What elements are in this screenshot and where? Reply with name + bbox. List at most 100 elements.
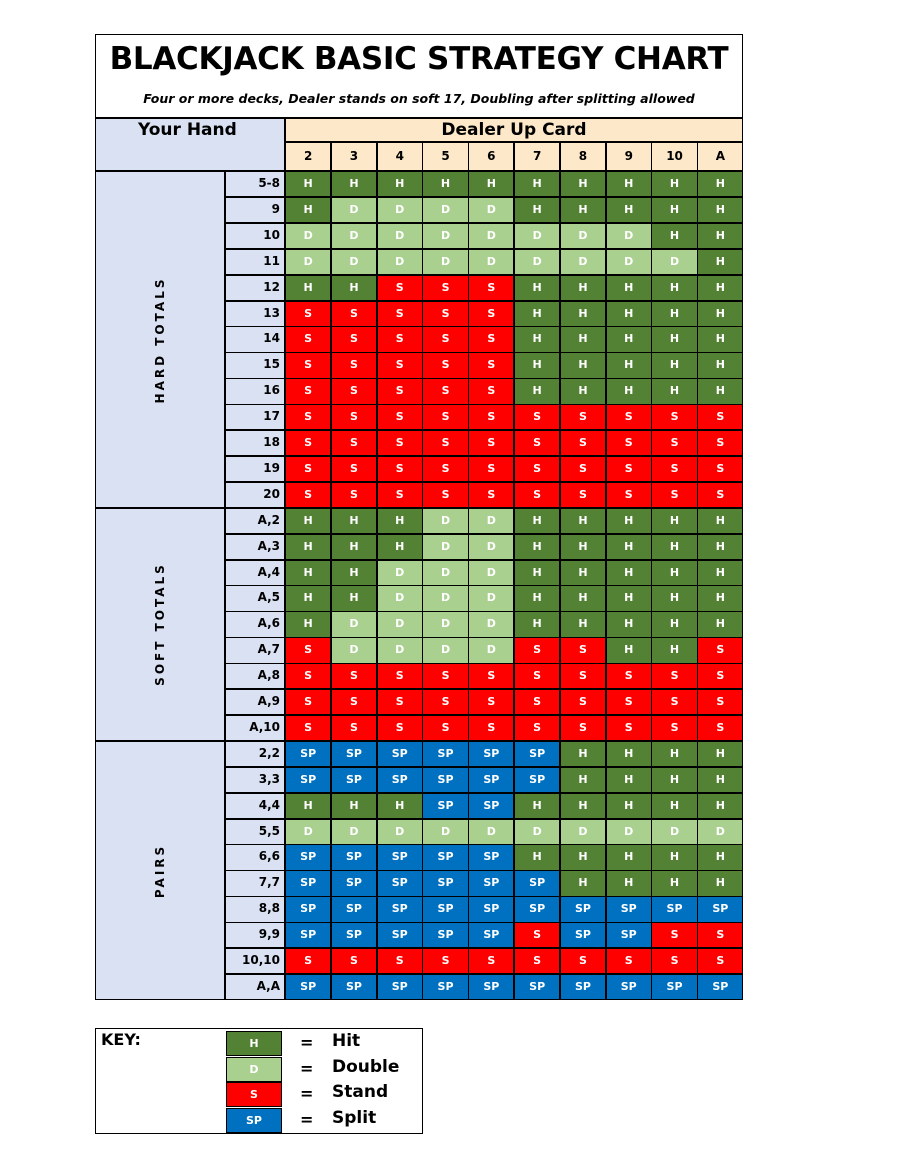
action-cell: SP [285,922,332,949]
action-cell: S [514,714,561,742]
action-cell: S [468,663,515,690]
action-cell: S [605,948,652,975]
action-cell: S [559,481,607,509]
action-cell: SP [376,896,423,923]
action-cell: S [285,378,332,405]
action-cell: D [422,637,469,664]
action-cell: D [376,248,423,276]
hand-label: 4,4 [225,792,285,819]
action-cell: S [651,922,698,949]
action-cell: H [559,792,607,819]
action-cell: H [559,326,607,353]
action-cell: S [468,948,515,975]
action-cell: D [376,637,423,664]
action-cell: H [605,585,652,612]
action-cell: D [559,248,607,276]
action-cell: H [697,248,744,276]
action-cell: S [285,300,332,327]
action-cell: S [559,637,607,664]
action-cell: SP [559,922,607,949]
action-cell: D [559,818,607,845]
key-swatch-hit: H [226,1031,282,1056]
action-cell: D [330,637,378,664]
action-cell: H [697,326,744,353]
key-equals: = [300,1033,314,1052]
action-cell: H [559,844,607,871]
action-cell: H [514,585,561,612]
action-cell: H [651,326,698,353]
action-cell: H [651,611,698,638]
action-cell: S [330,378,378,405]
action-cell: S [605,455,652,483]
action-cell: S [605,714,652,742]
action-cell: SP [285,766,332,794]
dealer-card-A: A [697,142,744,171]
action-cell: SP [605,922,652,949]
hand-label: A,5 [225,585,285,612]
action-cell: H [330,507,378,535]
action-cell: S [330,481,378,509]
action-cell: S [651,689,698,716]
action-cell: S [605,481,652,509]
action-cell: SP [422,922,469,949]
action-cell: H [514,792,561,819]
action-cell: H [651,274,698,301]
action-cell: S [559,714,607,742]
action-cell: H [651,507,698,535]
action-cell: D [285,248,332,276]
action-cell: H [514,533,561,560]
hand-label: 5-8 [225,171,285,198]
action-cell: S [376,455,423,483]
action-cell: SP [559,896,607,923]
action-cell: H [376,171,423,198]
action-cell: D [651,818,698,845]
action-cell: S [559,430,607,457]
action-cell: H [605,326,652,353]
action-cell: H [697,870,744,897]
action-cell: S [651,663,698,690]
action-cell: SP [468,740,515,768]
action-cell: H [605,740,652,768]
action-cell: S [468,689,515,716]
key-label-hit: Hit [332,1031,361,1051]
action-cell: S [651,948,698,975]
action-cell: S [422,689,469,716]
action-cell: S [697,455,744,483]
action-cell: H [559,352,607,379]
action-cell: S [376,481,423,509]
action-cell: D [514,248,561,276]
action-cell: SP [330,766,378,794]
action-cell: S [651,455,698,483]
action-cell: D [605,248,652,276]
action-cell: D [376,585,423,612]
action-cell: H [285,585,332,612]
section-label: PAIRS [153,843,167,898]
action-cell: SP [376,740,423,768]
action-cell: S [422,455,469,483]
action-cell: H [605,533,652,560]
action-cell: S [697,481,744,509]
hand-label: 10 [225,222,285,250]
action-cell: S [422,378,469,405]
action-cell: SP [422,896,469,923]
action-cell: D [468,818,515,845]
action-cell: SP [468,973,515,1001]
chart-subtitle: Four or more decks, Dealer stands on sof… [143,91,695,106]
action-cell: H [605,611,652,638]
action-cell: S [285,326,332,353]
action-cell: H [697,300,744,327]
action-cell: S [559,663,607,690]
action-cell: H [559,378,607,405]
key-swatch-split: SP [226,1107,282,1133]
action-cell: S [330,663,378,690]
action-cell: H [697,766,744,794]
action-cell: S [376,326,423,353]
action-cell: SP [514,870,561,897]
action-cell: S [330,948,378,975]
action-cell: H [651,222,698,250]
action-cell: S [376,404,423,431]
action-cell: H [651,196,698,224]
hand-label: A,3 [225,533,285,560]
action-cell: S [285,689,332,716]
action-cell: D [468,248,515,276]
